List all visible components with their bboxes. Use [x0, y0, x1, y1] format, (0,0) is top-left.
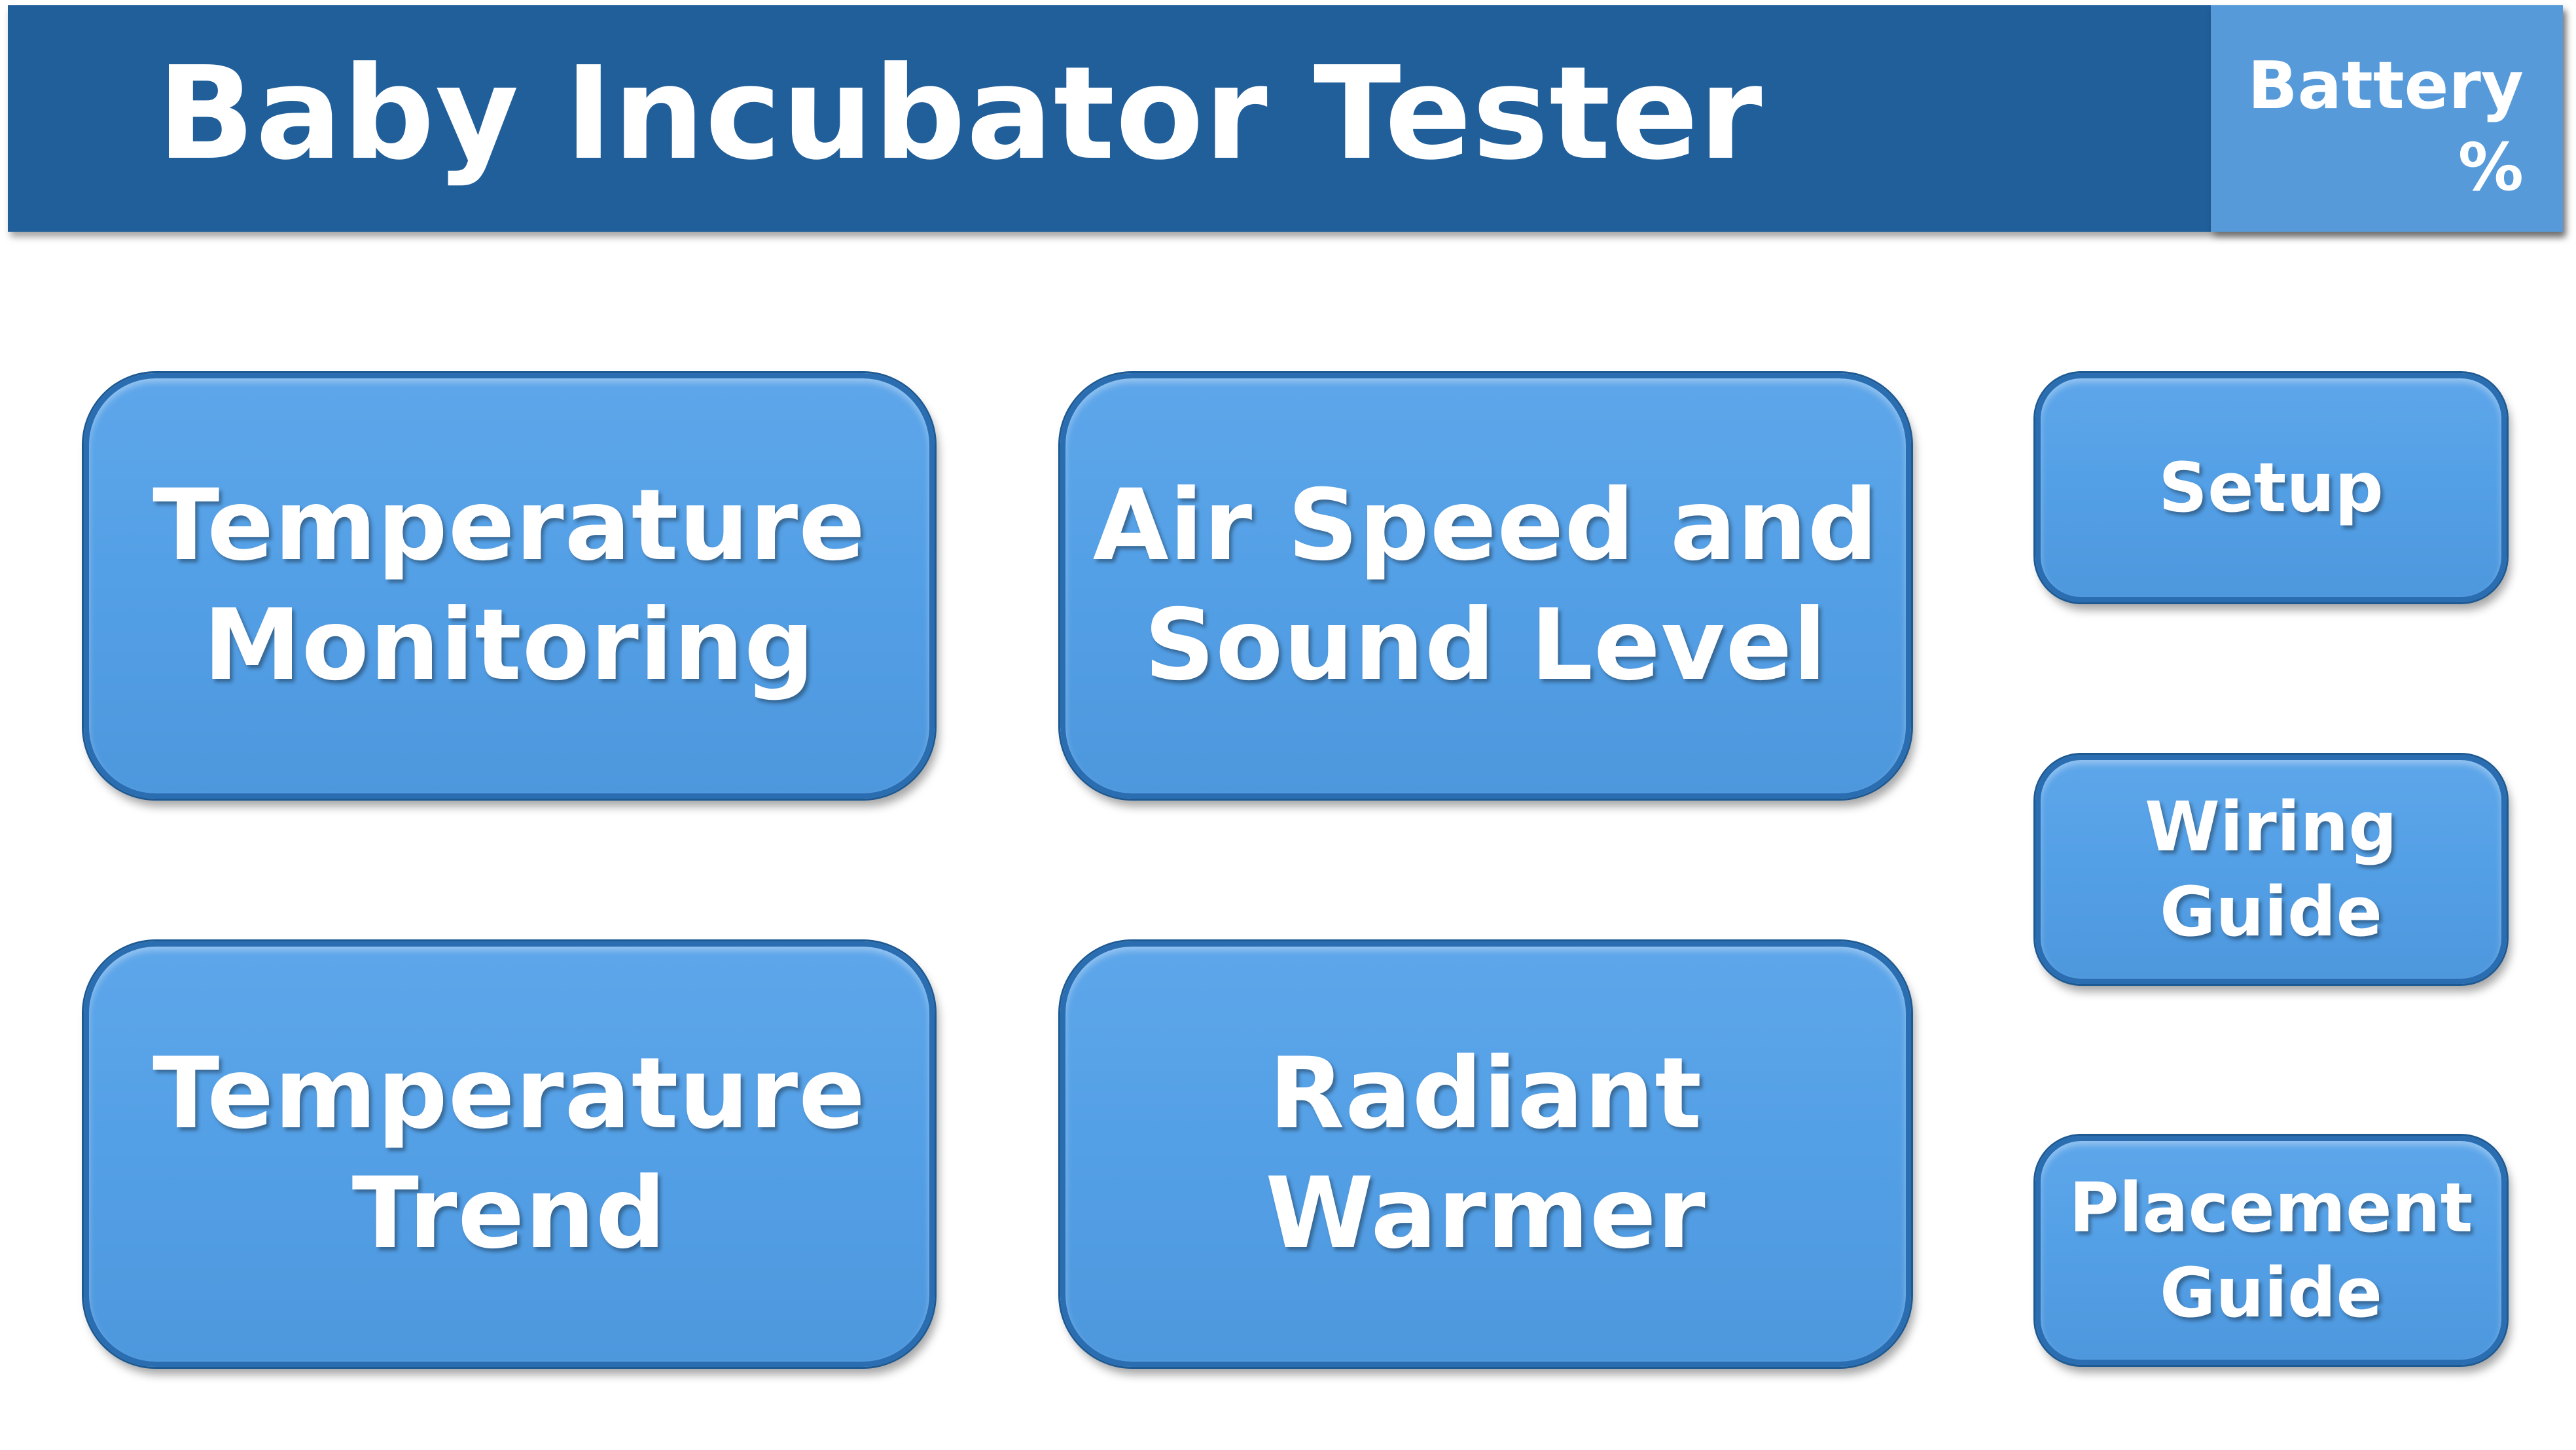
- temperature-monitoring-button[interactable]: Temperature Monitoring: [84, 373, 935, 799]
- header-bar: Baby Incubator Tester: [8, 5, 2563, 232]
- air-speed-sound-level-button[interactable]: Air Speed and Sound Level: [1060, 373, 1911, 799]
- battery-label: Battery %: [2247, 47, 2524, 206]
- app-title: Baby Incubator Tester: [157, 39, 1763, 189]
- air-speed-sound-level-label: Air Speed and Sound Level: [1092, 469, 1879, 702]
- wiring-guide-button[interactable]: Wiring Guide: [2035, 755, 2507, 984]
- temperature-trend-label: Temperature Trend: [152, 1037, 866, 1271]
- temperature-monitoring-label: Temperature Monitoring: [152, 469, 866, 702]
- temperature-trend-button[interactable]: Temperature Trend: [84, 941, 935, 1367]
- placement-guide-label: Placement Guide: [2069, 1168, 2473, 1333]
- radiant-warmer-button[interactable]: Radiant Warmer: [1060, 941, 1911, 1367]
- setup-label: Setup: [2158, 448, 2384, 528]
- wiring-guide-label: Wiring Guide: [2145, 787, 2397, 952]
- battery-indicator: Battery %: [2211, 5, 2563, 232]
- setup-button[interactable]: Setup: [2035, 373, 2507, 602]
- radiant-warmer-label: Radiant Warmer: [1265, 1037, 1706, 1271]
- placement-guide-button[interactable]: Placement Guide: [2035, 1136, 2507, 1365]
